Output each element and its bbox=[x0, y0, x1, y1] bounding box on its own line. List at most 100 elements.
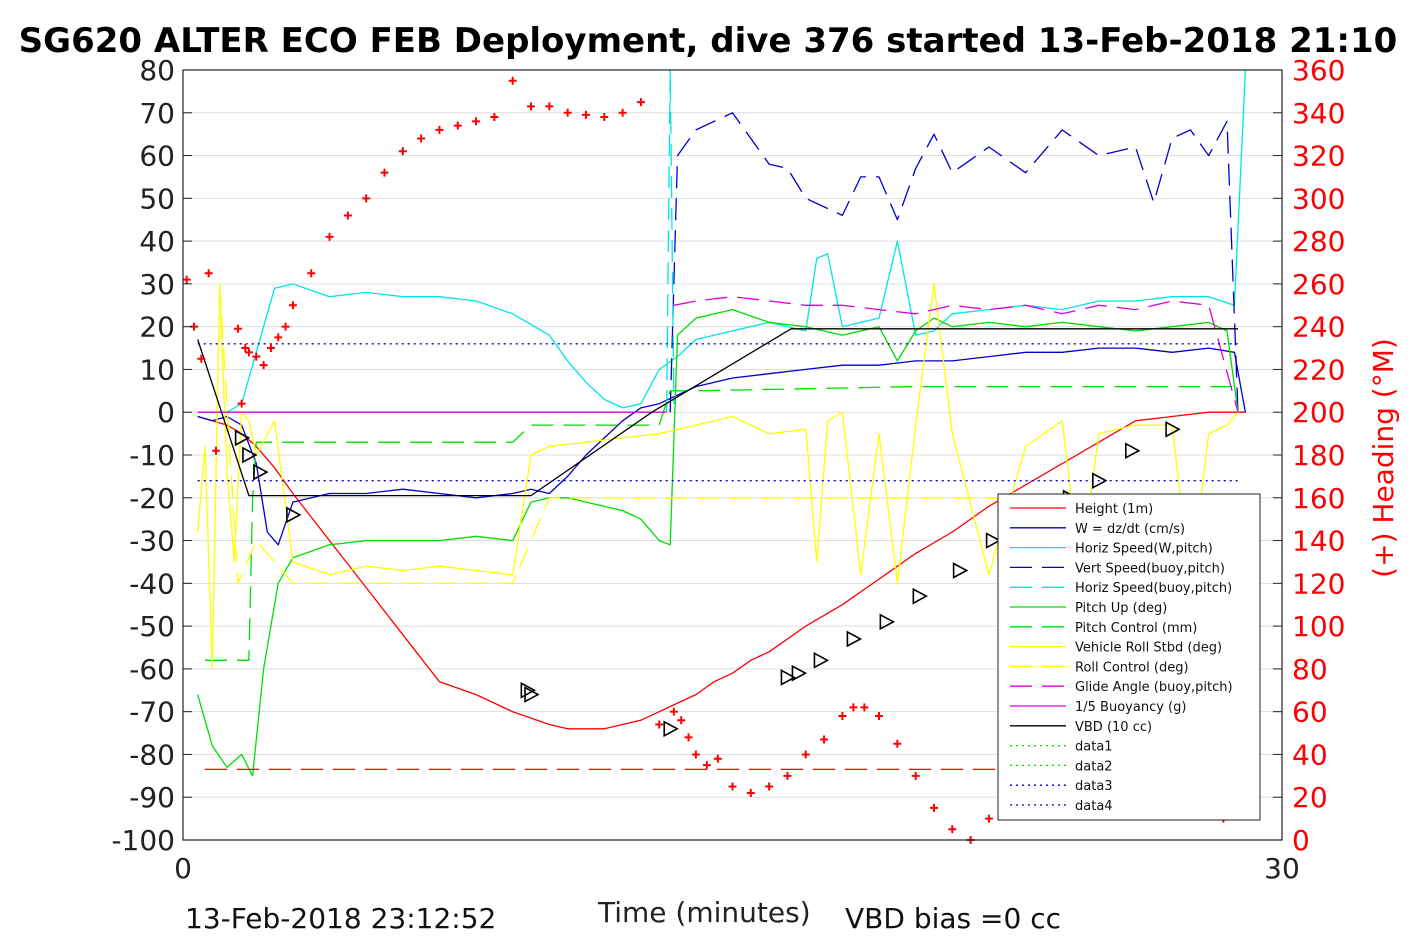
heading-marker bbox=[838, 711, 847, 720]
heading-marker bbox=[684, 733, 693, 742]
heading-marker bbox=[472, 117, 481, 126]
legend-label: data2 bbox=[1075, 759, 1113, 774]
right-tick-label: 280 bbox=[1292, 225, 1345, 258]
right-tick-label: 40 bbox=[1292, 738, 1328, 771]
right-tick-label: 340 bbox=[1292, 97, 1345, 130]
turn-marker bbox=[520, 681, 537, 699]
turn-marker bbox=[813, 651, 830, 669]
legend-label: Horiz Speed(W,pitch) bbox=[1075, 542, 1213, 557]
footer-vbd-bias: VBD bias =0 cc bbox=[845, 902, 1061, 935]
x-axis-ticks: 0 30 bbox=[174, 831, 1300, 885]
left-tick-label: 10 bbox=[139, 353, 175, 386]
heading-marker bbox=[801, 750, 810, 759]
legend-label: VBD (10 cc) bbox=[1075, 720, 1152, 735]
left-tick-label: 20 bbox=[139, 311, 175, 344]
series-line bbox=[673, 296, 1239, 413]
right-tick-label: 220 bbox=[1292, 353, 1345, 386]
heading-marker bbox=[783, 771, 792, 780]
legend-label: data3 bbox=[1075, 779, 1113, 794]
heading-marker bbox=[618, 108, 627, 117]
x-axis-label: Time (minutes) bbox=[597, 896, 811, 929]
heading-marker bbox=[398, 147, 407, 156]
right-tick-label: 360 bbox=[1292, 54, 1345, 87]
heading-marker bbox=[490, 113, 499, 122]
heading-marker bbox=[508, 76, 517, 85]
series-line bbox=[197, 308, 1239, 777]
left-tick-label: -40 bbox=[129, 567, 175, 600]
chart-title: SG620 ALTER ECO FEB Deployment, dive 376… bbox=[19, 21, 1398, 61]
heading-marker bbox=[984, 814, 993, 823]
legend-label: Pitch Control (mm) bbox=[1075, 621, 1197, 636]
turn-marker bbox=[879, 613, 896, 631]
legend-label: Pitch Up (deg) bbox=[1075, 601, 1167, 616]
left-tick-label: -80 bbox=[129, 738, 175, 771]
heading-marker bbox=[288, 301, 297, 310]
heading-marker bbox=[875, 711, 884, 720]
series-lines bbox=[197, 69, 1247, 777]
heading-marker bbox=[893, 739, 902, 748]
turn-marker bbox=[985, 532, 1002, 549]
right-tick-label: 60 bbox=[1292, 696, 1328, 729]
heading-marker bbox=[252, 352, 261, 361]
heading-marker bbox=[244, 348, 253, 357]
right-tick-label: 100 bbox=[1292, 610, 1345, 643]
turn-marker bbox=[286, 506, 302, 524]
legend-label: Roll Control (deg) bbox=[1075, 660, 1189, 675]
x-tick-label: 0 bbox=[174, 852, 192, 885]
legend-label: data4 bbox=[1075, 799, 1113, 814]
left-tick-label: -30 bbox=[129, 525, 175, 558]
heading-marker bbox=[669, 707, 678, 716]
right-tick-label: 320 bbox=[1292, 140, 1345, 173]
right-tick-label: 140 bbox=[1292, 525, 1345, 558]
footer-timestamp: 13-Feb-2018 23:12:52 bbox=[185, 902, 496, 935]
legend-label: Vert Speed(buoy,pitch) bbox=[1075, 561, 1225, 576]
right-tick-label: 300 bbox=[1292, 182, 1345, 215]
heading-marker bbox=[281, 322, 290, 331]
legend-label: W = dz/dt (cm/s) bbox=[1075, 522, 1185, 537]
heading-marker bbox=[435, 125, 444, 134]
heading-marker bbox=[860, 703, 869, 712]
right-tick-label: 200 bbox=[1292, 396, 1345, 429]
heading-marker bbox=[417, 134, 426, 143]
heading-marker bbox=[929, 803, 938, 812]
heading-marker bbox=[728, 782, 737, 791]
legend-label: Height (1m) bbox=[1075, 502, 1153, 517]
heading-marker bbox=[563, 108, 572, 117]
series-line bbox=[665, 69, 675, 413]
turn-marker bbox=[912, 587, 929, 605]
heading-marker bbox=[259, 361, 268, 370]
left-tick-label: -70 bbox=[129, 696, 175, 729]
right-tick-label: 260 bbox=[1292, 268, 1345, 301]
heading-marker bbox=[655, 720, 664, 729]
heading-marker bbox=[204, 269, 213, 278]
heading-marker bbox=[266, 344, 275, 353]
turn-marker bbox=[952, 562, 969, 579]
left-tick-label: 70 bbox=[139, 97, 175, 130]
heading-marker bbox=[453, 121, 462, 130]
heading-marker bbox=[713, 754, 722, 763]
turn-marker bbox=[1125, 442, 1141, 460]
right-axis-ticks: 3603403203002802602402202001801601401201… bbox=[1292, 54, 1345, 857]
legend-label: data1 bbox=[1075, 740, 1113, 755]
left-tick-label: -100 bbox=[111, 824, 175, 857]
left-tick-label: -10 bbox=[129, 439, 175, 472]
left-tick-label: 0 bbox=[157, 396, 175, 429]
heading-marker bbox=[380, 168, 389, 177]
left-tick-label: 30 bbox=[139, 268, 175, 301]
heading-marker bbox=[820, 735, 829, 744]
right-tick-label: 240 bbox=[1292, 311, 1345, 344]
left-tick-label: 40 bbox=[139, 225, 175, 258]
legend: Height (1m) W = dz/dt (cm/s) Horiz Speed(W… bbox=[997, 493, 1261, 821]
x-tick-label: 30 bbox=[1264, 852, 1300, 885]
legend-label: Horiz Speed(buoy,pitch) bbox=[1075, 581, 1232, 596]
right-axis-label: (+) Heading (°M) bbox=[1367, 338, 1400, 578]
heading-marker bbox=[746, 788, 755, 797]
left-tick-label: -90 bbox=[129, 781, 175, 814]
series-line bbox=[197, 328, 1238, 497]
turn-marker bbox=[846, 630, 863, 648]
heading-marker bbox=[849, 703, 858, 712]
heading-marker bbox=[691, 750, 700, 759]
heading-marker bbox=[545, 102, 554, 111]
right-tick-label: 20 bbox=[1292, 781, 1328, 814]
turn-marker bbox=[780, 669, 797, 686]
